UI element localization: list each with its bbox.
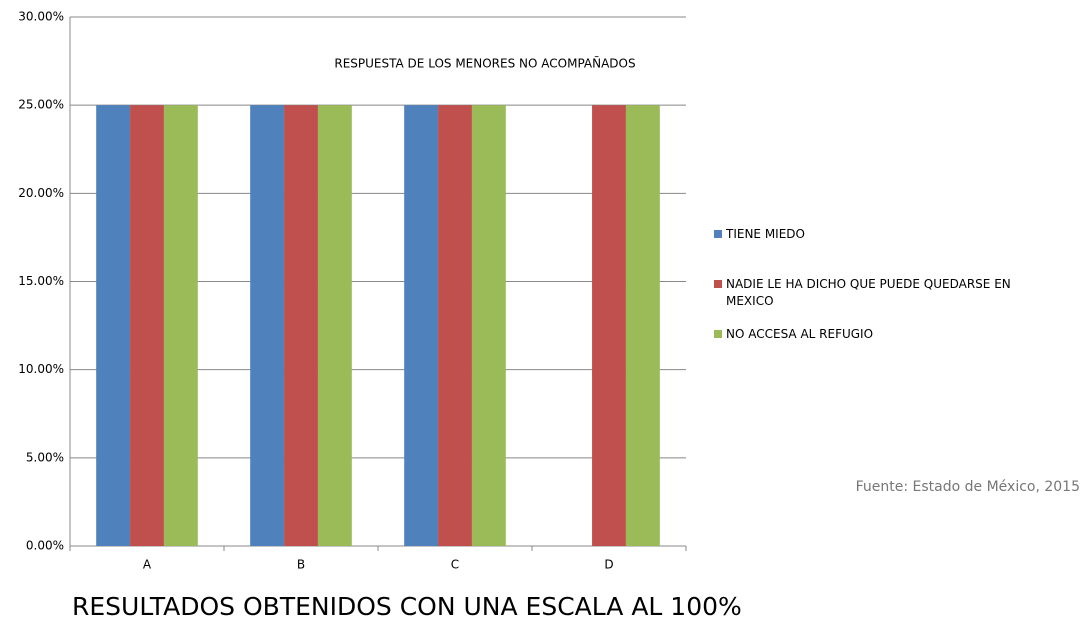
legend-swatch (714, 280, 722, 288)
legend-label: TIENE MIEDO (726, 227, 805, 241)
legend-label: NO ACCESA AL REFUGIO (726, 327, 874, 341)
x-tick-label: D (604, 558, 613, 572)
y-tick-label: 0.00% (26, 539, 64, 553)
bar (404, 105, 439, 547)
legend-swatch (714, 330, 722, 338)
legend-entry: TIENE MIEDO (714, 226, 1074, 243)
y-tick-label: 10.00% (18, 362, 64, 376)
chart-title: RESPUESTA DE LOS MENORES NO ACOMPAÑADOS (334, 56, 635, 71)
y-tick-label: 25.00% (18, 98, 64, 112)
x-tick-label: A (143, 558, 152, 572)
legend-label: NADIE LE HA DICHO QUE PUEDE QUEDARSE EN … (726, 277, 1011, 308)
bar (471, 105, 506, 547)
bar (625, 105, 660, 547)
bar (592, 105, 626, 547)
bar (317, 105, 352, 547)
x-tick-label: B (297, 558, 305, 572)
y-tick-label: 20.00% (18, 186, 64, 200)
bar (163, 105, 198, 547)
bar (438, 105, 472, 547)
bar (250, 105, 285, 547)
x-tick-label: C (451, 558, 459, 572)
bar (130, 105, 164, 547)
y-tick-label: 30.00% (18, 10, 64, 24)
legend-entry: NADIE LE HA DICHO QUE PUEDE QUEDARSE EN … (714, 276, 1074, 310)
legend-entry: NO ACCESA AL REFUGIO (714, 326, 1074, 343)
y-tick-label: 5.00% (26, 450, 64, 464)
bar (96, 105, 131, 547)
legend-swatch (714, 230, 722, 238)
source-note: Fuente: Estado de México, 2015 (856, 479, 1080, 495)
caption: RESULTADOS OBTENIDOS CON UNA ESCALA AL 1… (72, 592, 742, 621)
y-tick-label: 15.00% (18, 274, 64, 288)
bar (284, 105, 318, 547)
